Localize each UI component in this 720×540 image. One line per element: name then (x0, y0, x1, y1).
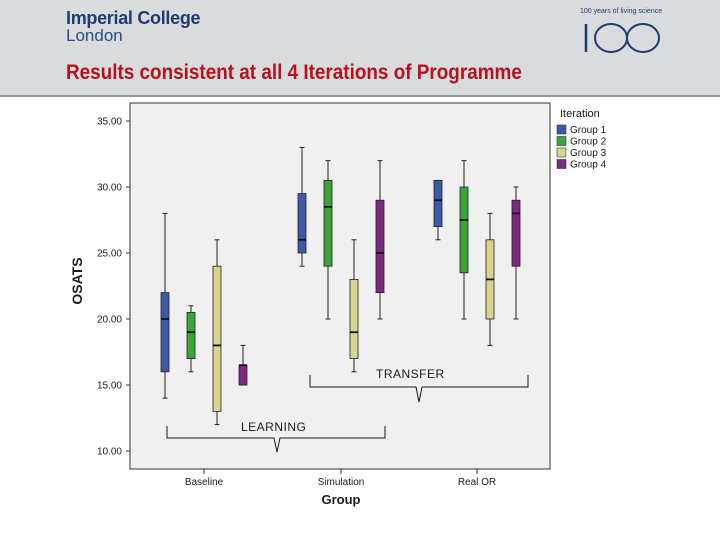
centenary-100-logo (584, 23, 660, 53)
header-divider (0, 95, 720, 97)
y-tick-label: 25.00 (97, 249, 122, 260)
box-group-2-simulation (323, 160, 333, 320)
box-iqr (323, 179, 333, 267)
annotation-transfer-label: TRANSFER (376, 367, 445, 381)
slide-title: Results consistent at all 4 Iterations o… (66, 61, 522, 84)
box-group-3-baseline (212, 239, 222, 426)
box-group-3-real-or (485, 212, 495, 346)
box-group-3-simulation (349, 239, 359, 373)
box-group-2-baseline (186, 305, 196, 373)
y-tick-label: 10.00 (97, 447, 122, 458)
legend-label: Group 4 (570, 160, 607, 171)
x-axis-label: Group (322, 492, 361, 507)
box-iqr (433, 179, 443, 227)
box-iqr (459, 186, 469, 274)
legend-label: Group 2 (570, 137, 607, 148)
box-group-2-real-or (459, 160, 469, 320)
box-series (160, 146, 521, 426)
y-tick-label: 35.00 (97, 117, 122, 128)
y-tick-label: 20.00 (97, 315, 122, 326)
box-group-4-real-or (511, 186, 521, 320)
box-iqr (349, 278, 359, 359)
box-group-1-baseline (160, 212, 170, 399)
annotation-transfer: TRANSFER (309, 367, 529, 403)
annotation-learning: LEARNING (166, 420, 386, 453)
legend-label: Group 3 (570, 148, 607, 159)
y-axis: 10.00 15.00 20.00 25.00 30.00 35.00 (97, 117, 130, 458)
legend-swatch (556, 147, 567, 158)
x-axis: Baseline Simulation Real OR (185, 469, 496, 488)
box-iqr (212, 265, 222, 412)
legend-title: Iteration (560, 108, 600, 120)
box-iqr (511, 199, 521, 267)
legend-swatch (556, 136, 567, 146)
y-axis-label: OSATS (69, 257, 85, 304)
box-iqr (375, 199, 385, 293)
logo-line-2: London (66, 26, 123, 45)
plot-area (129, 102, 551, 470)
logo-line-1: Imperial College (66, 8, 201, 28)
box-iqr (238, 364, 248, 386)
y-tick-label: 30.00 (97, 183, 122, 194)
legend-label: Group 1 (570, 125, 607, 136)
box-iqr (160, 292, 170, 373)
box-group-4-baseline (238, 344, 248, 386)
box-iqr (186, 311, 196, 359)
x-tick-label: Simulation (318, 477, 365, 488)
legend-swatch (556, 159, 567, 169)
box-group-1-real-or (433, 179, 443, 241)
box-iqr (297, 193, 307, 254)
box-group-1-simulation (297, 146, 307, 267)
y-tick-label: 15.00 (97, 381, 122, 392)
box-group-4-simulation (375, 160, 385, 320)
x-tick-label: Baseline (185, 477, 224, 488)
centenary-tagline: 100 years of living science (580, 8, 663, 15)
x-tick-label: Real OR (458, 477, 496, 488)
annotation-learning-label: LEARNING (241, 420, 306, 434)
legend-swatch (556, 124, 567, 135)
